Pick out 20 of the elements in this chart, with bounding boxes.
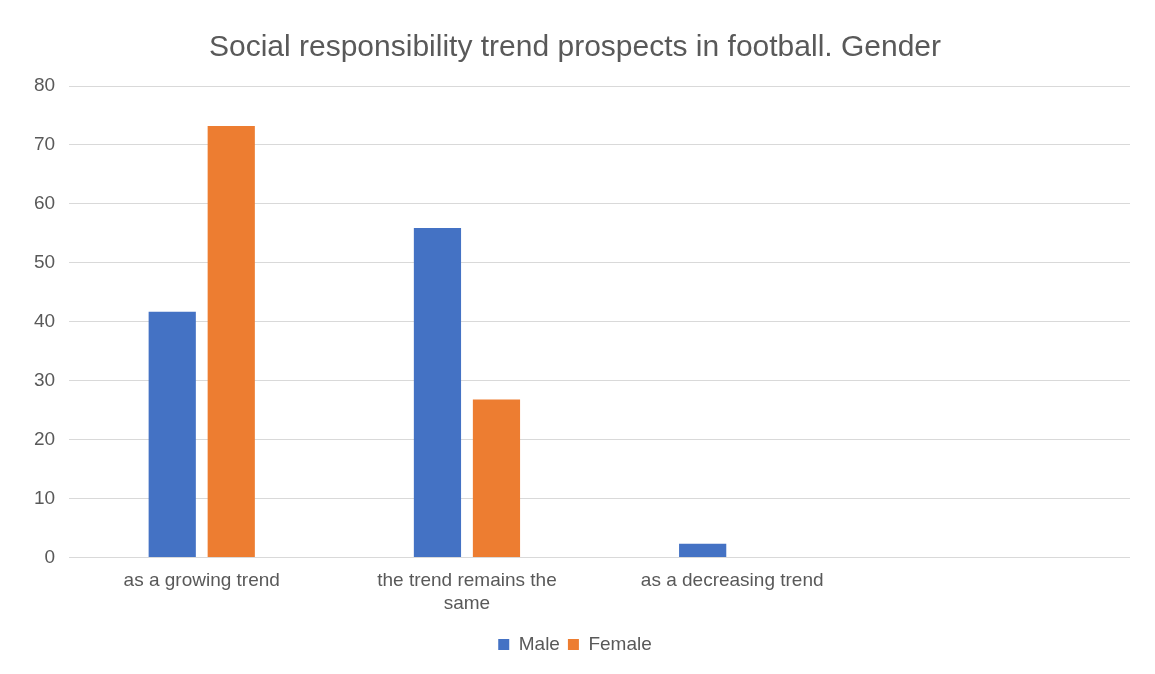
bar	[472, 399, 521, 557]
y-tick-label: 30	[33, 368, 56, 390]
legend-label: Female	[588, 632, 652, 654]
y-tick-label: 0	[44, 545, 56, 567]
bar	[679, 543, 727, 557]
x-tick-label: the trend remains the same	[377, 569, 557, 613]
y-tick-label: 10	[33, 486, 56, 508]
legend-label: Male	[518, 632, 560, 654]
y-tick-label: 50	[33, 251, 56, 273]
chart-title: Social responsibility trend prospects in football. Gender	[208, 29, 942, 63]
y-tick-label: 80	[33, 74, 56, 96]
y-tick-label: 20	[33, 427, 56, 449]
y-tick-label: 40	[33, 309, 56, 331]
x-tick-label: as a decreasing trend	[640, 569, 824, 591]
x-tick-label: as a growing trend	[123, 569, 280, 591]
bar	[413, 228, 462, 557]
y-tick-label: 60	[33, 192, 56, 214]
bar	[207, 126, 255, 557]
y-tick-label: 70	[33, 133, 56, 155]
bar	[148, 311, 196, 557]
